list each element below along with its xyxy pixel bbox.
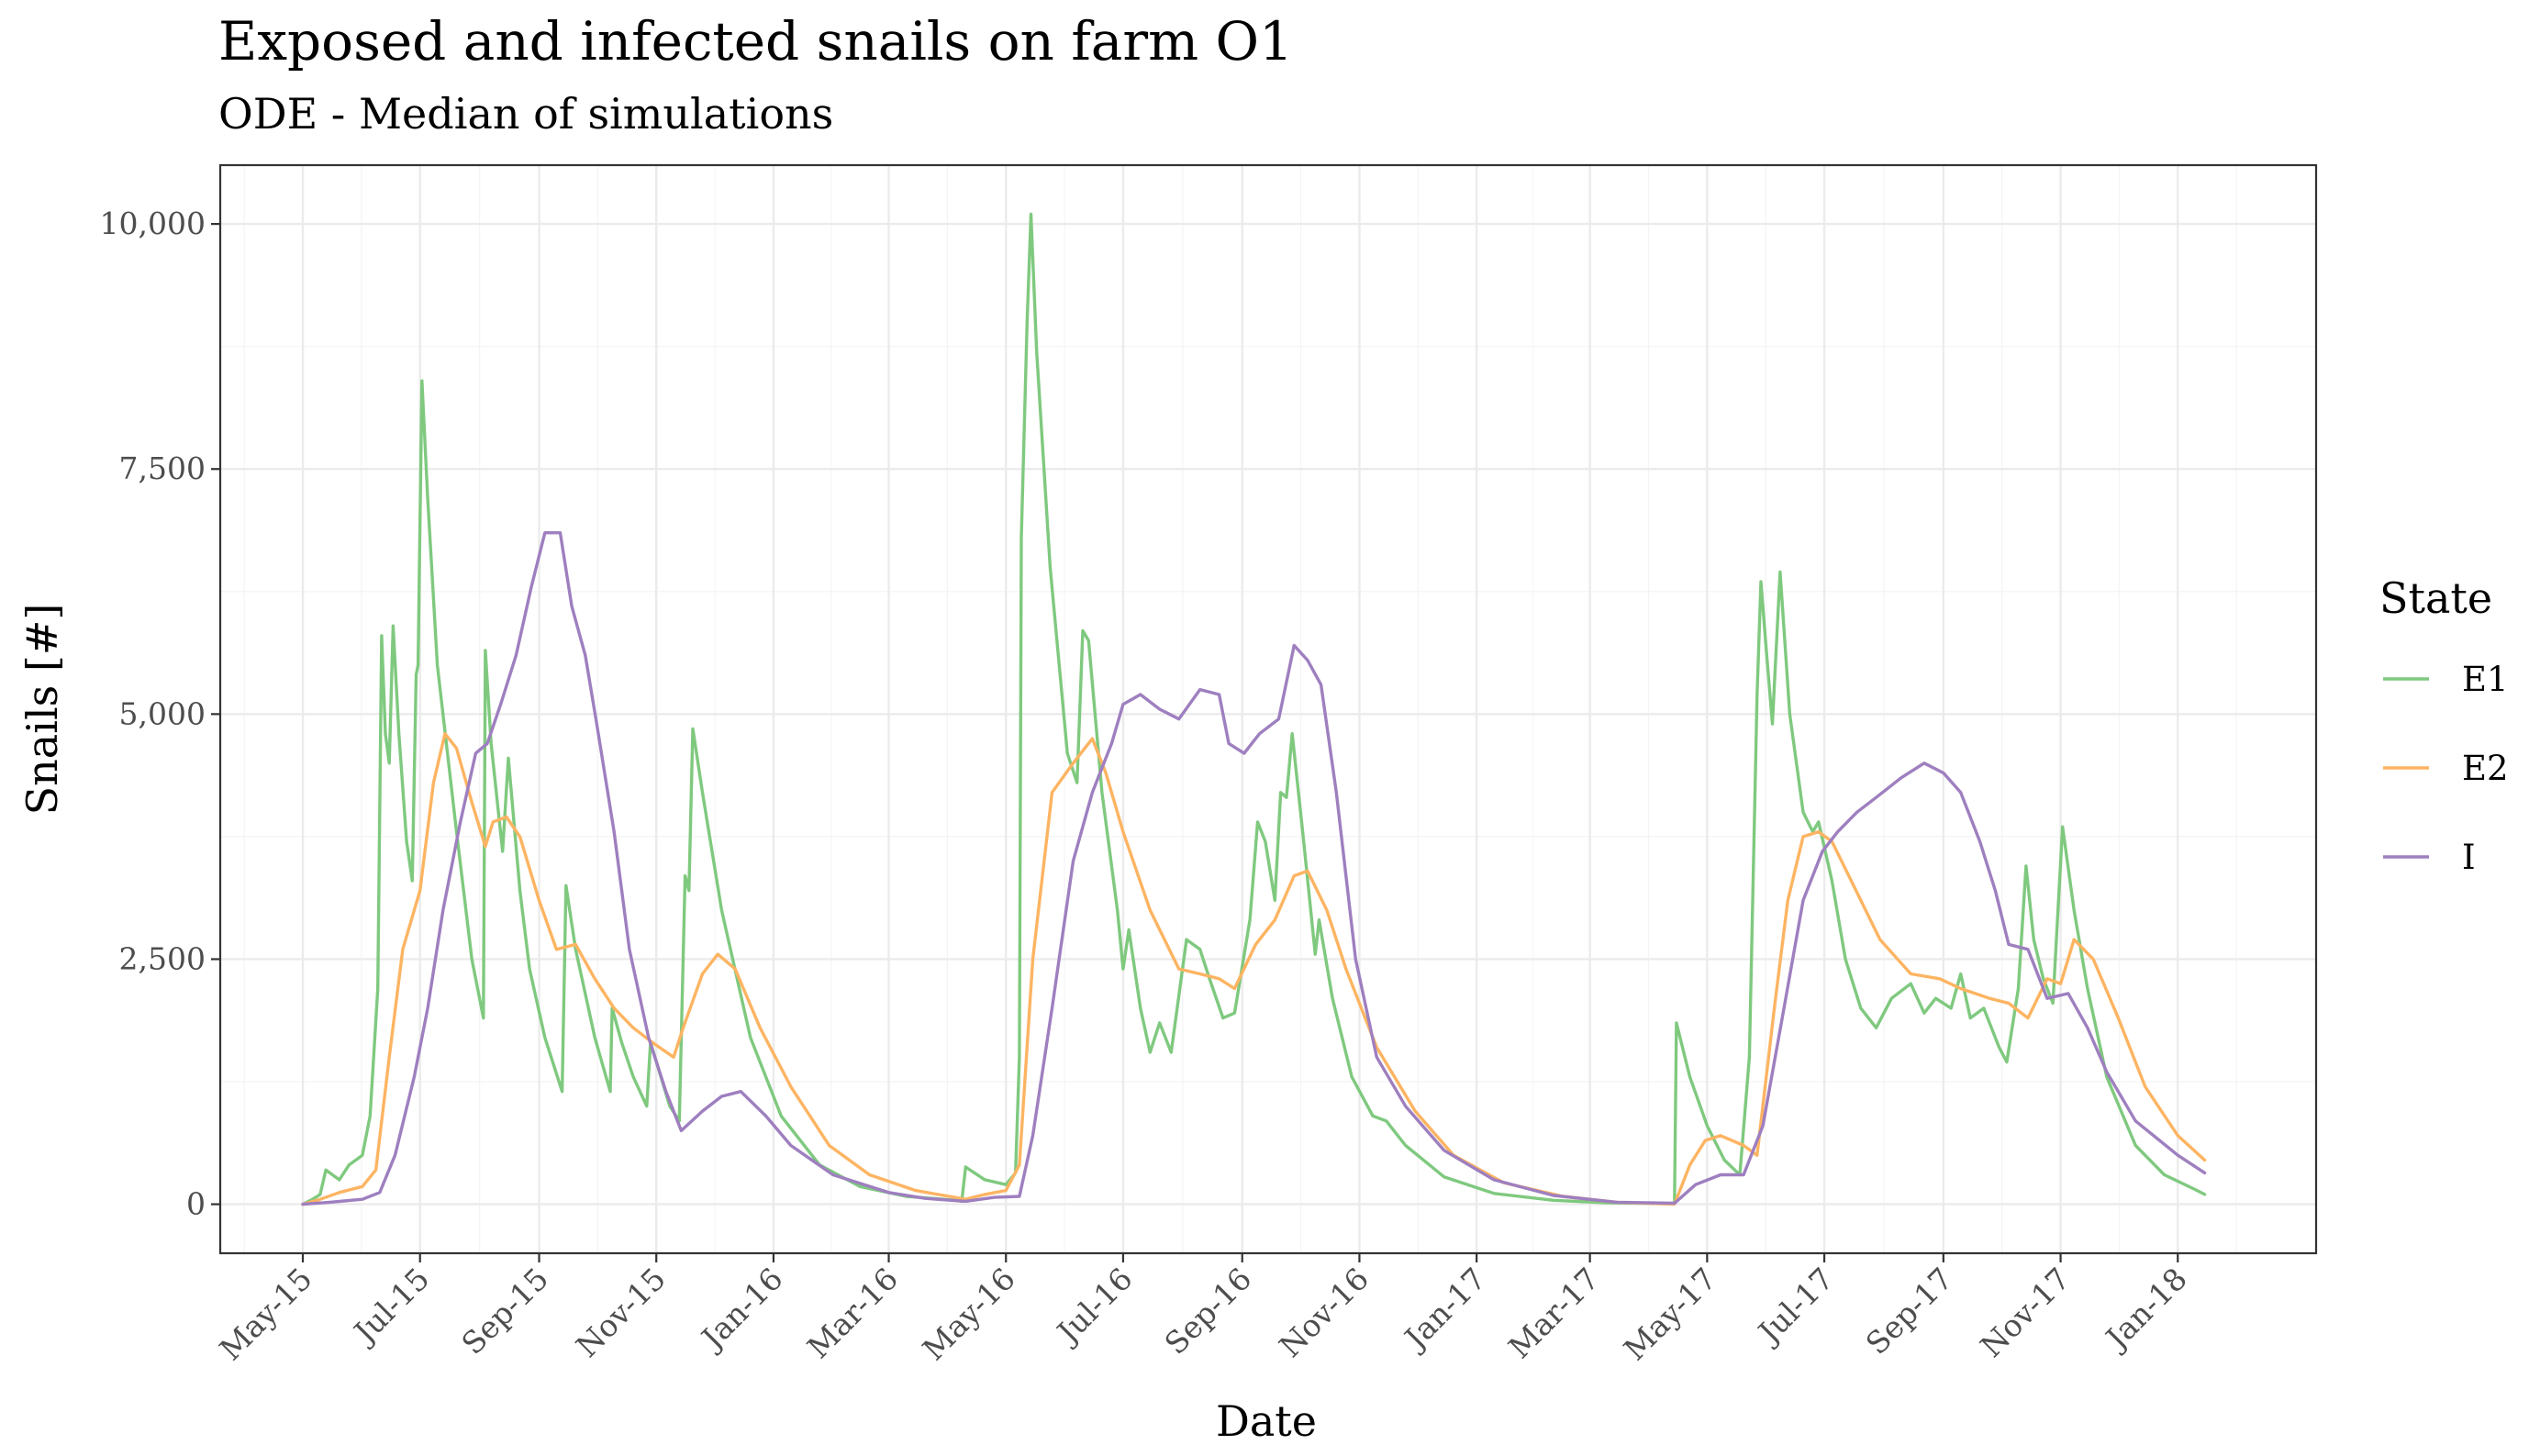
y-tick-label: 2,500 (119, 940, 206, 976)
x-tick-label: Nov-16 (1272, 1261, 1376, 1364)
x-tick-label: Jul-16 (1048, 1261, 1139, 1351)
plot-area (218, 163, 2318, 1255)
panel-border (218, 163, 2318, 1255)
x-tick-label: Jul-17 (1750, 1261, 1841, 1351)
x-tick-label: Jan-18 (2097, 1261, 2194, 1358)
chart-title: Exposed and infected snails on farm O1 (218, 10, 1293, 72)
x-tick-label: Jan-17 (1396, 1261, 1493, 1358)
minor-gridlines (220, 165, 2316, 1253)
y-tick-label: 5,000 (119, 695, 206, 731)
x-tick-label: Sep-16 (1158, 1261, 1259, 1362)
series-line-i (301, 531, 2207, 1206)
y-tick-label: 7,500 (119, 450, 206, 486)
y-tick-label: 0 (186, 1186, 206, 1222)
series-lines (301, 212, 2207, 1206)
x-tick-label: Sep-17 (1859, 1261, 1960, 1362)
series-line-e2 (301, 732, 2207, 1206)
x-tick-label: Mar-16 (800, 1261, 905, 1365)
legend-items: E1 E2 I (2383, 660, 2509, 877)
x-tick-label: Nov-17 (1973, 1261, 2077, 1364)
legend-label: E1 (2462, 660, 2509, 699)
major-gridlines (220, 165, 2316, 1253)
legend-label: E2 (2462, 749, 2509, 788)
y-tick-label: 10,000 (100, 206, 206, 241)
legend: State E1 E2 I (2379, 573, 2509, 877)
y-axis-title: Snails [#] (17, 604, 67, 816)
legend-label: I (2462, 838, 2476, 877)
series-line-e1 (301, 212, 2207, 1206)
x-tick-label: Jan-16 (693, 1261, 790, 1358)
y-axis: 0 2,500 5,000 7,500 10,000 (100, 206, 220, 1222)
x-tick-label: Nov-15 (569, 1261, 673, 1364)
x-tick-label: Jul-15 (345, 1261, 436, 1351)
x-tick-label: May-17 (1617, 1261, 1723, 1367)
legend-title: State (2379, 573, 2492, 623)
x-tick-label: May-16 (916, 1261, 1022, 1367)
x-axis-title: Date (1216, 1396, 1317, 1446)
x-tick-label: Sep-15 (454, 1261, 555, 1362)
x-axis: May-15 Jul-15 Sep-15 Nov-15 Jan-16 Mar-16 May-… (213, 1253, 2194, 1367)
x-tick-label: May-15 (213, 1261, 319, 1367)
chart-subtitle: ODE - Median of simulations (218, 89, 833, 139)
x-tick-label: Mar-17 (1501, 1261, 1606, 1365)
